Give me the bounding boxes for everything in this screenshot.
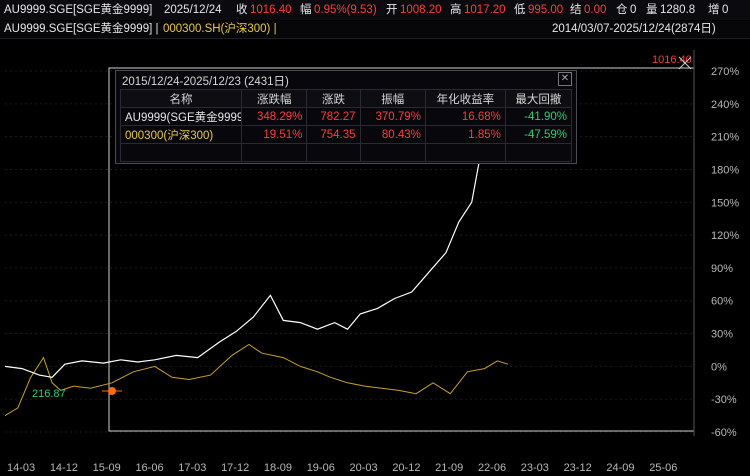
series-line-gold (4, 70, 509, 378)
high-value: 1017.20 (464, 4, 506, 16)
open-label: 开 (386, 4, 398, 16)
x-tick-label: 21-09 (435, 462, 463, 474)
settle-value: 0.00 (584, 4, 607, 16)
oi-label: 仓 (616, 4, 628, 16)
x-tick-label: 20-03 (350, 462, 378, 474)
row-annual: 16.68% (424, 107, 506, 126)
y-tick-label: 270% (711, 66, 739, 78)
close-range-icon-stroke (678, 56, 692, 70)
y-tick-label: -60% (711, 427, 737, 439)
legend-series-gold[interactable]: AU9999.SGE[SGE黄金9999] | (4, 23, 159, 35)
popup-title: 2015/12/24-2025/12/23 (2431日) (122, 76, 289, 88)
x-tick-label: 17-03 (178, 462, 206, 474)
table-header-row: 名称 涨跌幅 涨跌 振幅 年化收益率 最大回撤 (120, 89, 573, 108)
change-label: 幅 (300, 4, 312, 16)
y-tick-label: 210% (711, 132, 739, 144)
col-drawdown[interactable]: 最大回撤 (504, 89, 573, 108)
x-tick-label: 25-06 (649, 462, 677, 474)
y-tick-label: 30% (711, 329, 733, 341)
y-tick-label: -30% (711, 394, 737, 406)
row-drawdown: -41.90% (504, 107, 573, 126)
table-row-empty (120, 143, 573, 162)
y-tick-label: 60% (711, 296, 733, 308)
row-chg: 782.27 (306, 107, 361, 126)
row-amp: 370.79% (359, 107, 426, 126)
range-stats-popup: 2015/12/24-2025/12/23 (2431日) ✕ 名称 涨跌幅 涨… (115, 70, 577, 164)
row-pct: 348.29% (240, 107, 308, 126)
row-pct: 19.51% (240, 125, 308, 144)
y-tick-label: 240% (711, 99, 739, 111)
close-label: 收 (236, 4, 248, 16)
inc-label: 增 (708, 4, 720, 16)
row-annual: 1.85% (424, 125, 506, 144)
inc-value: 0 (722, 4, 729, 16)
y-tick-label: 0% (711, 361, 727, 373)
x-tick-label: 14-03 (7, 462, 35, 474)
row-name: AU9999(SGE黄金9999) (120, 107, 242, 126)
stats-table: 名称 涨跌幅 涨跌 振幅 年化收益率 最大回撤 AU9999(SGE黄金9999… (120, 89, 573, 162)
col-chg[interactable]: 涨跌 (306, 89, 361, 108)
low-marker-label: 216.87 (32, 388, 66, 400)
chart-canvas[interactable]: 270% 240% 210% 180% 150% 120% 90% 60% 30% 0% -30% -… (0, 40, 750, 476)
series-line-index (4, 343, 509, 417)
col-amp[interactable]: 振幅 (359, 89, 426, 108)
close-value: 1016.40 (250, 4, 292, 16)
x-tick-label: 15-09 (93, 462, 121, 474)
x-tick-label: 20-12 (392, 462, 420, 474)
y-tick-label: 180% (711, 164, 739, 176)
x-tick-label: 22-06 (478, 462, 506, 474)
open-value: 1008.20 (400, 4, 442, 16)
x-tick-label: 23-03 (521, 462, 549, 474)
y-tick-label: 150% (711, 197, 739, 209)
legend-series-index[interactable]: 000300.SH(沪深300) | (163, 23, 277, 35)
y-tick-label: 120% (711, 230, 739, 242)
x-tick-label: 23-12 (564, 462, 592, 474)
y-axis-labels: 270% 240% 210% 180% 150% 120% 90% 60% 30% 0% -30% -… (711, 66, 739, 439)
high-marker-label: 1016.40 (652, 54, 692, 66)
vol-label: 量 (646, 4, 658, 16)
quote-date: 2025/12/24 (164, 4, 222, 16)
x-tick-label: 16-06 (135, 462, 163, 474)
legend-date-range: 2014/03/07-2025/12/24(2874日) (552, 23, 716, 35)
table-row[interactable]: 000300(沪深300) 19.51% 754.35 80.43% 1.85%… (120, 125, 573, 144)
row-amp: 80.43% (359, 125, 426, 144)
high-label: 高 (450, 4, 462, 16)
quote-bar: AU9999.SGE[SGE黄金9999] 2025/12/24 收 1016.… (0, 0, 750, 20)
row-drawdown: -47.59% (504, 125, 573, 144)
col-pct[interactable]: 涨跌幅 (240, 89, 308, 108)
close-icon[interactable]: ✕ (558, 72, 572, 86)
legend-bar: AU9999.SGE[SGE黄金9999] | 000300.SH(沪深300)… (0, 21, 750, 39)
x-tick-label: 24-09 (606, 462, 634, 474)
x-tick-label: 18-09 (264, 462, 292, 474)
col-name[interactable]: 名称 (120, 89, 242, 108)
settle-label: 结 (570, 4, 582, 16)
x-tick-label: 19-06 (307, 462, 335, 474)
y-tick-label: 90% (711, 263, 733, 275)
table-row[interactable]: AU9999(SGE黄金9999) 348.29% 782.27 370.79%… (120, 107, 573, 126)
x-tick-label: 17-12 (221, 462, 249, 474)
x-axis-labels: 14-03 14-12 15-09 16-06 17-03 17-12 18-09 19-06… (7, 462, 677, 474)
low-value: 995.00 (528, 4, 564, 16)
vol-value: 1280.8 (660, 4, 696, 16)
oi-value: 0 (630, 4, 637, 16)
change-value: 0.95%(9.53) (314, 4, 377, 16)
row-chg: 754.35 (306, 125, 361, 144)
row-name: 000300(沪深300) (120, 125, 242, 144)
low-label: 低 (514, 4, 526, 16)
quote-symbol: AU9999.SGE[SGE黄金9999] (4, 4, 153, 16)
col-annual[interactable]: 年化收益率 (424, 89, 506, 108)
x-tick-label: 14-12 (50, 462, 78, 474)
